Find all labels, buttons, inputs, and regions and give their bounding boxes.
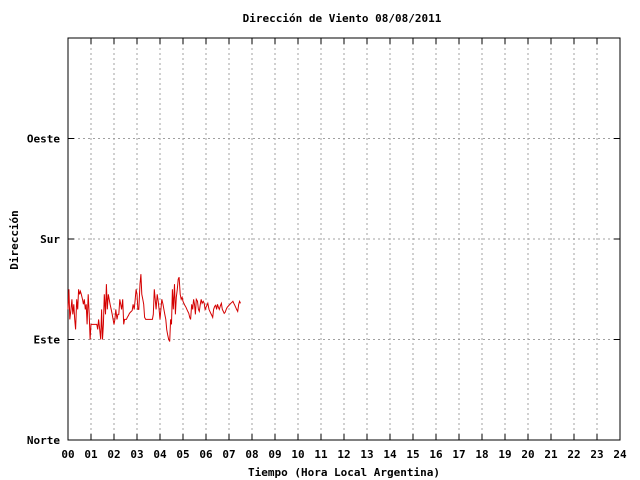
x-axis-label: Tiempo (Hora Local Argentina)	[248, 466, 440, 479]
x-tick-label: 16	[429, 448, 443, 461]
x-tick-labels: 00 01 02 03 04 05 06 07 08 09 10 11 12 13 14 15 16 17 18 19…	[61, 448, 627, 461]
x-tick-label: 09	[268, 448, 281, 461]
x-tick-label: 14	[383, 448, 397, 461]
x-tick-label: 19	[498, 448, 511, 461]
x-tick-label: 18	[475, 448, 488, 461]
x-tick-label: 23	[590, 448, 603, 461]
x-tick-label: 21	[544, 448, 558, 461]
y-axis-label: Dirección	[8, 210, 21, 270]
x-tick-label: 10	[291, 448, 304, 461]
y-tick-label: Oeste	[27, 133, 60, 146]
series-line	[67, 274, 241, 342]
x-tick-label: 20	[521, 448, 534, 461]
x-tick-label: 01	[84, 448, 98, 461]
x-tick-label: 22	[567, 448, 580, 461]
y-tick-label: Sur	[40, 233, 60, 246]
x-tick-label: 07	[222, 448, 235, 461]
x-tick-label: 08	[245, 448, 258, 461]
x-tick-label: 15	[406, 448, 419, 461]
y-tick-label: Este	[34, 334, 61, 347]
x-tick-label: 06	[199, 448, 213, 461]
x-tick-label: 03	[130, 448, 143, 461]
x-tick-label: 12	[337, 448, 350, 461]
x-tick-label: 02	[107, 448, 120, 461]
chart-title: Dirección de Viento 08/08/2011	[243, 12, 442, 25]
axis-ticks	[67, 38, 621, 441]
x-tick-label: 04	[153, 448, 167, 461]
x-tick-label: 11	[314, 448, 328, 461]
y-tick-labels: Norte Este Sur Oeste	[27, 133, 60, 448]
x-tick-label: 17	[452, 448, 465, 461]
x-tick-label: 24	[613, 448, 627, 461]
x-tick-label: 05	[176, 448, 189, 461]
x-tick-label: 13	[360, 448, 373, 461]
x-tick-label: 00	[61, 448, 74, 461]
grid	[68, 38, 620, 440]
y-tick-label: Norte	[27, 434, 60, 447]
